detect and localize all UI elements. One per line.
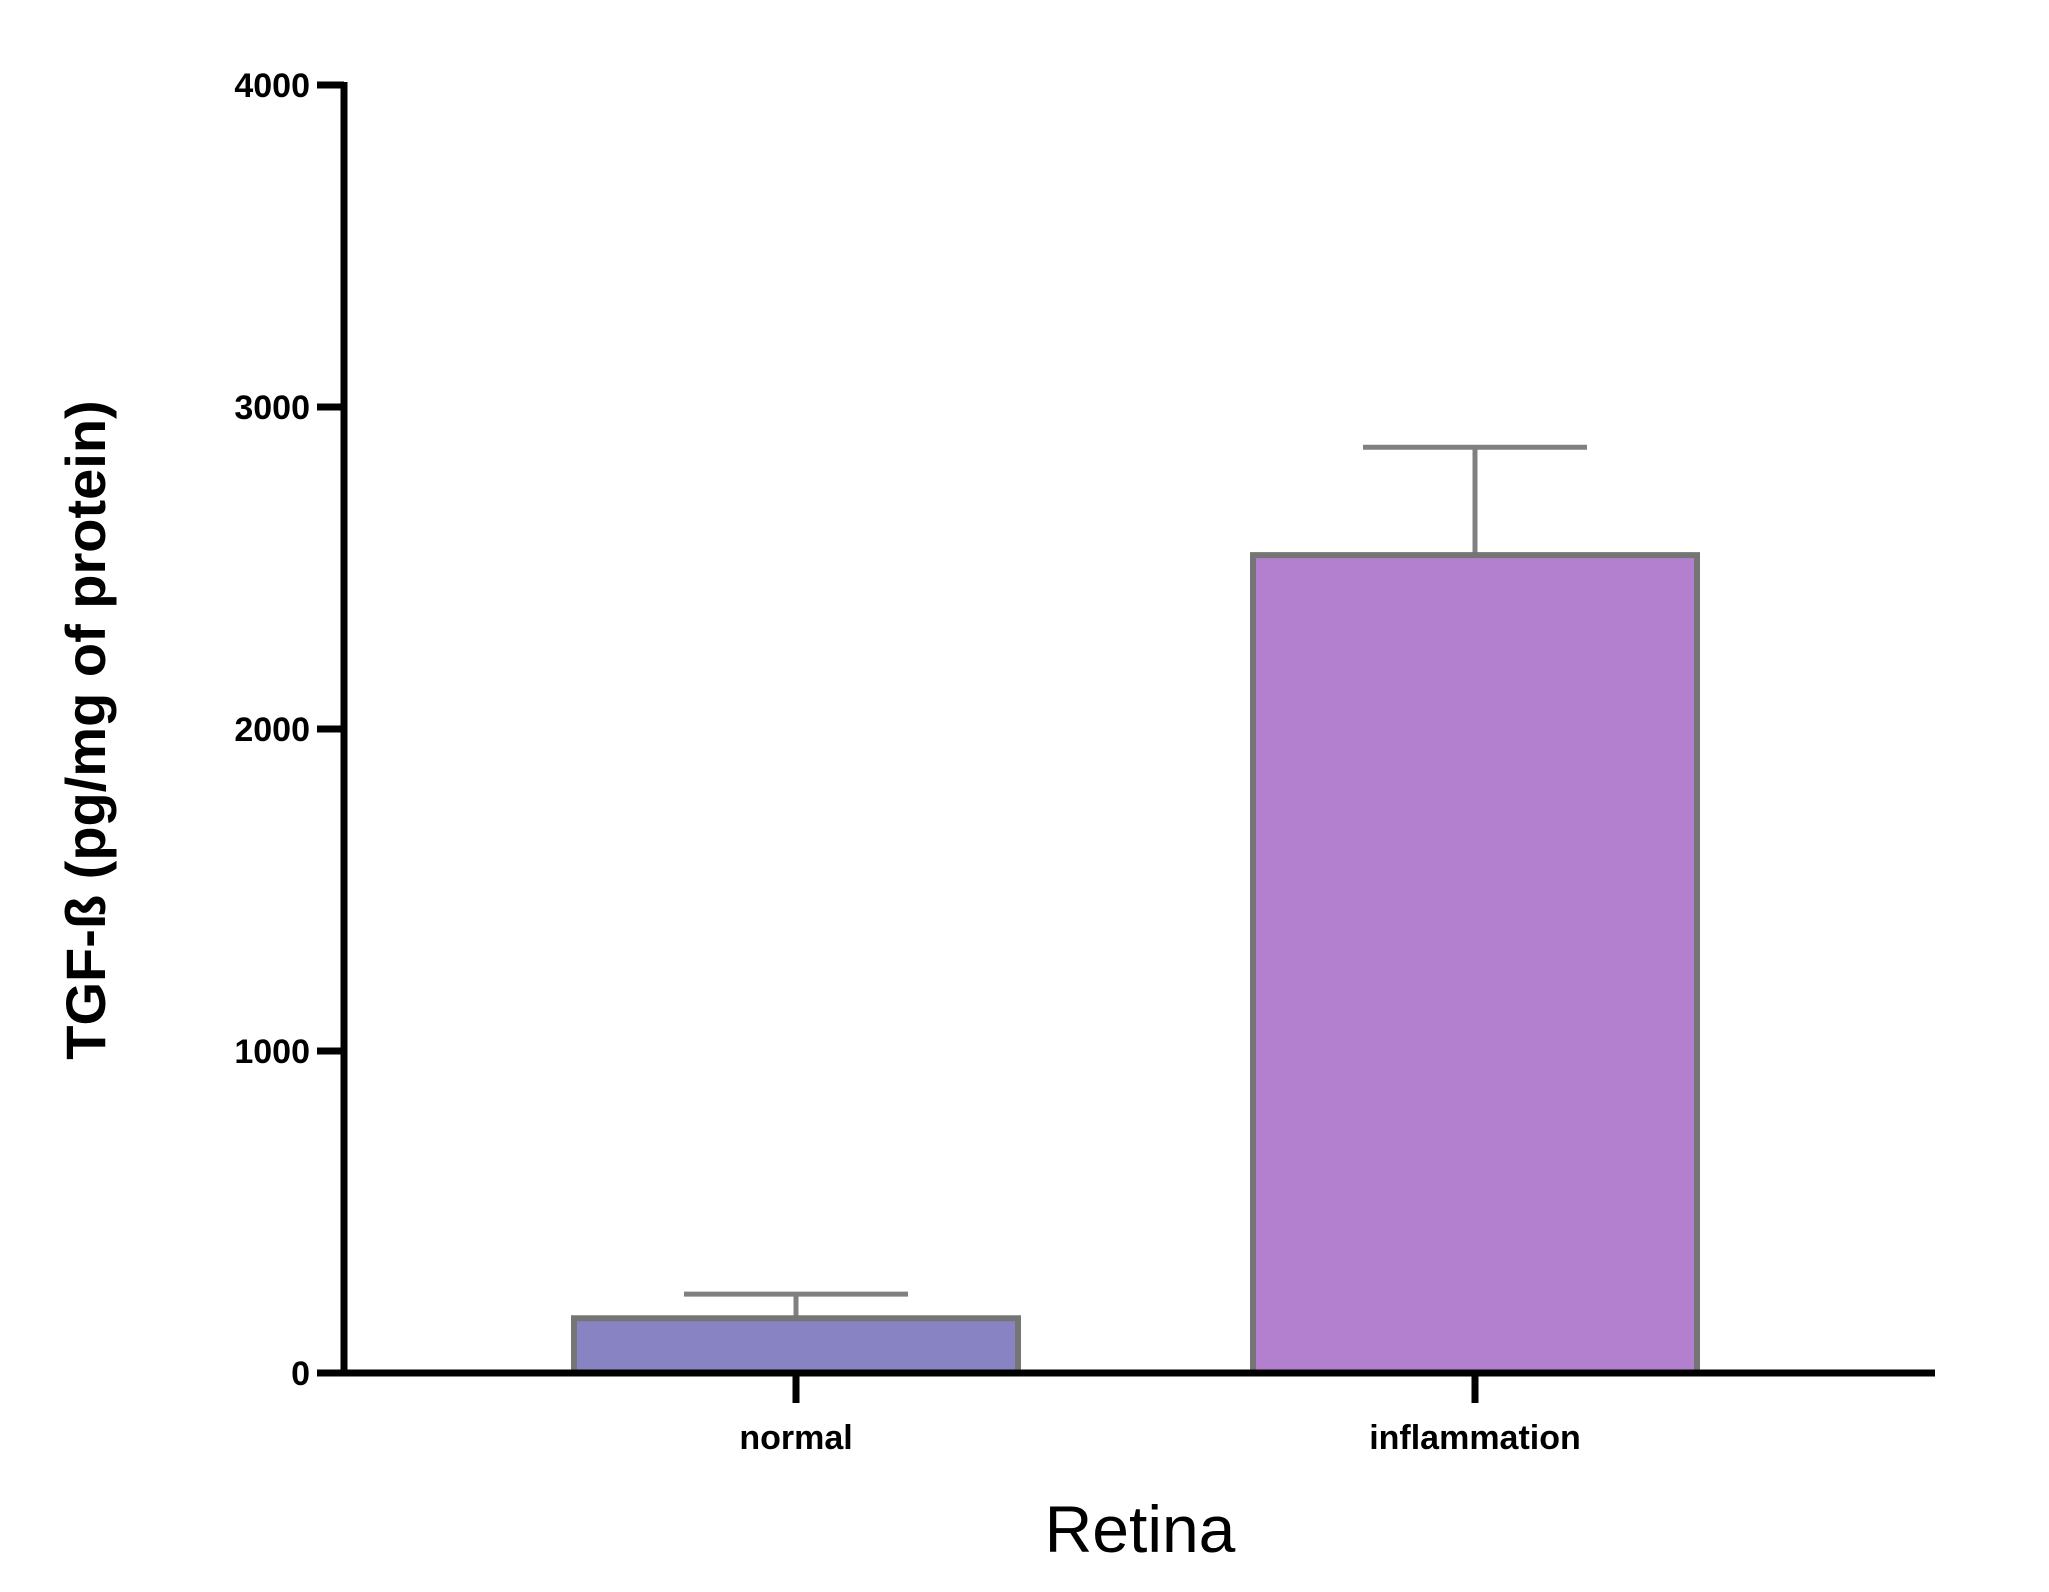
- x-tick-label: normal: [739, 1419, 852, 1457]
- bar-normal: [571, 1315, 1021, 1377]
- x-tick-label: inflammation: [1369, 1419, 1581, 1457]
- x-axis-title: Retina: [1045, 1492, 1236, 1566]
- bar-inflammation: [1250, 552, 1700, 1376]
- y-tick-label: 2000: [234, 711, 310, 749]
- y-axis-title: TGF-ß (pg/mg of protein): [54, 400, 117, 1059]
- y-tick-label: 4000: [234, 67, 310, 105]
- y-tick-label: 0: [291, 1355, 310, 1393]
- x-axis-ticks: normal inflammation: [739, 1373, 1581, 1457]
- plot-area: [571, 444, 1700, 1377]
- y-axis-ticks: 0 1000 2000 3000 4000: [234, 67, 344, 1393]
- y-tick-label: 1000: [234, 1033, 310, 1071]
- y-tick-label: 3000: [234, 389, 310, 427]
